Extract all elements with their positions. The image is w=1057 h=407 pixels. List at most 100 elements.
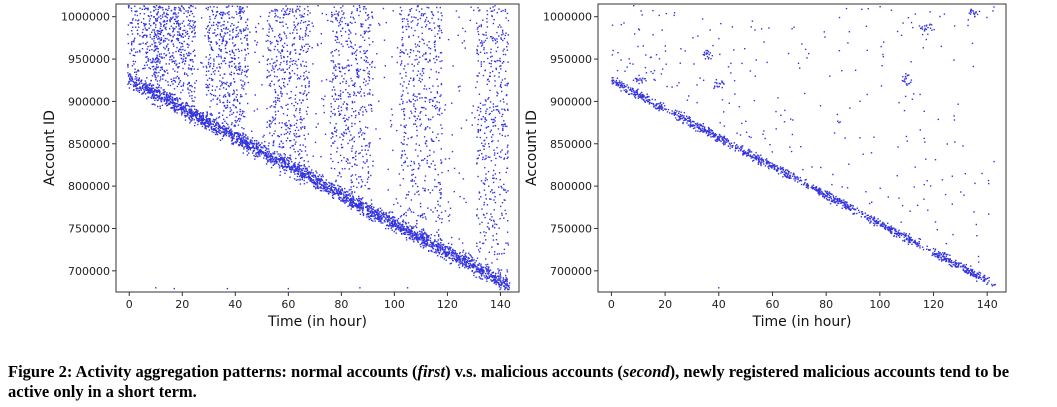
- data-point: [355, 58, 357, 61]
- data-point: [150, 91, 152, 94]
- data-point: [490, 160, 493, 162]
- data-point: [283, 14, 285, 16]
- data-point: [412, 235, 414, 237]
- data-point: [161, 56, 163, 58]
- data-point: [237, 68, 240, 70]
- data-point: [492, 22, 495, 25]
- data-point: [405, 75, 407, 77]
- data-point: [282, 166, 284, 168]
- data-point: [374, 215, 377, 217]
- data-point: [476, 48, 478, 51]
- data-point: [317, 178, 319, 180]
- data-point: [177, 67, 179, 69]
- data-point: [217, 27, 219, 30]
- data-point: [410, 27, 413, 29]
- data-point: [147, 7, 149, 9]
- data-point: [164, 40, 166, 42]
- data-point: [286, 165, 289, 168]
- data-point: [294, 164, 296, 166]
- data-point: [305, 61, 307, 63]
- data-point: [338, 54, 340, 56]
- data-point: [455, 253, 457, 255]
- data-point: [333, 168, 336, 170]
- data-point: [345, 66, 347, 69]
- data-point: [187, 54, 189, 57]
- data-point: [205, 74, 207, 76]
- data-point: [284, 161, 287, 163]
- data-point: [413, 77, 415, 79]
- data-point: [175, 38, 178, 40]
- data-point: [191, 73, 193, 75]
- data-point: [425, 97, 427, 99]
- data-point: [186, 30, 189, 33]
- data-point: [234, 125, 237, 127]
- data-point: [382, 212, 385, 215]
- data-point: [139, 35, 141, 37]
- data-point: [237, 21, 240, 23]
- data-point: [155, 66, 158, 68]
- data-point: [413, 231, 416, 233]
- data-point: [487, 277, 489, 279]
- data-point: [184, 112, 186, 114]
- data-point: [450, 247, 452, 249]
- data-point: [315, 177, 317, 179]
- data-point: [284, 169, 286, 171]
- data-point: [300, 65, 302, 67]
- data-point: [280, 159, 282, 161]
- data-point: [218, 131, 220, 133]
- data-point: [231, 57, 234, 59]
- data-point: [363, 6, 365, 8]
- data-point: [180, 57, 183, 59]
- data-point: [225, 88, 227, 90]
- data-point: [347, 128, 350, 130]
- data-point: [419, 216, 422, 218]
- data-point: [172, 105, 175, 107]
- data-point: [397, 224, 400, 227]
- data-point: [293, 171, 295, 173]
- data-point: [296, 24, 299, 26]
- data-point: [239, 29, 241, 31]
- data-point: [416, 237, 418, 239]
- data-point: [173, 102, 175, 104]
- data-point: [360, 57, 362, 59]
- data-point: [424, 96, 426, 99]
- data-point: [171, 93, 173, 95]
- data-point: [209, 121, 211, 123]
- data-point: [205, 65, 207, 67]
- data-point: [444, 250, 446, 252]
- data-point: [275, 64, 277, 66]
- data-point: [300, 173, 302, 175]
- data-point: [167, 48, 170, 50]
- data-point: [268, 119, 271, 122]
- data-point: [153, 16, 155, 18]
- data-point: [281, 49, 283, 51]
- data-point: [233, 125, 235, 127]
- data-point: [331, 21, 334, 23]
- plot-frame: [115, 3, 520, 293]
- data-point: [240, 49, 243, 52]
- data-point: [289, 147, 292, 149]
- data-point: [198, 114, 201, 116]
- data-point: [230, 57, 233, 59]
- data-point: [230, 131, 232, 133]
- data-point: [401, 154, 403, 156]
- data-point: [155, 61, 157, 64]
- data-point: [271, 30, 274, 32]
- data-point: [459, 259, 461, 262]
- data-point: [423, 241, 425, 244]
- data-point: [280, 164, 283, 166]
- data-point: [239, 12, 241, 14]
- data-point: [348, 93, 351, 96]
- data-point: [285, 35, 287, 37]
- data-point: [434, 179, 436, 181]
- data-point: [209, 27, 211, 29]
- data-point: [479, 241, 481, 243]
- data-point: [362, 209, 364, 211]
- data-point: [234, 99, 236, 101]
- data-point: [368, 188, 371, 190]
- data-point: [243, 70, 246, 73]
- data-point: [422, 216, 424, 219]
- data-point: [155, 68, 157, 70]
- data-point: [406, 229, 408, 232]
- data-point: [180, 112, 183, 114]
